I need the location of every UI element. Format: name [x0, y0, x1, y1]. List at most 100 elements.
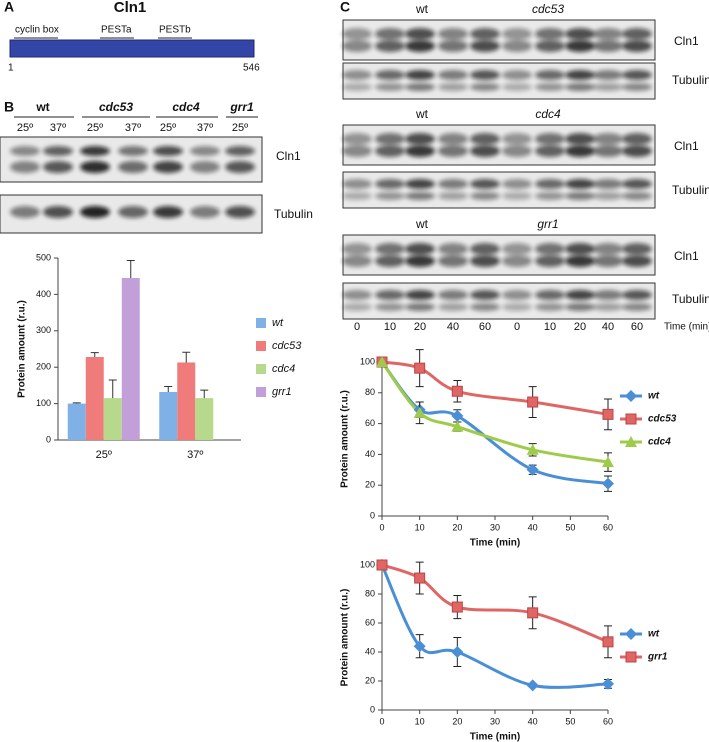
- blot-band: [622, 145, 652, 157]
- band-label: Cln1: [674, 34, 699, 48]
- blot-band: [535, 40, 565, 52]
- legend-swatch: [256, 318, 266, 328]
- bar: [121, 278, 140, 440]
- time-tick: 60: [631, 321, 643, 333]
- band-label: Cln1: [674, 139, 699, 153]
- error-bar: [126, 260, 135, 279]
- blot-background: [342, 62, 656, 100]
- blot-band: [470, 133, 500, 145]
- panel-label: B: [4, 99, 14, 115]
- blot-band: [502, 70, 532, 80]
- marker: [376, 559, 388, 571]
- blot-band: [502, 243, 532, 255]
- x-tick-label: 60: [603, 522, 613, 532]
- blot-band: [535, 83, 565, 91]
- blot-band: [470, 192, 500, 200]
- protein-bar: [9, 39, 255, 58]
- marker: [602, 636, 614, 648]
- marker: [526, 443, 539, 455]
- panel-label: A: [4, 0, 14, 15]
- legend-label: grr1: [647, 652, 668, 663]
- blot-background: [0, 136, 263, 183]
- strain-label: cdc53: [99, 100, 133, 114]
- residue-start: 1: [8, 63, 14, 74]
- y-tick-label: 0: [46, 434, 51, 444]
- blot-band: [190, 206, 220, 218]
- blot-band: [375, 290, 405, 300]
- blot-band: [593, 145, 623, 157]
- blot-band: [565, 290, 595, 300]
- time-tick: 10: [384, 321, 396, 333]
- y-tick-label: 100: [36, 398, 51, 408]
- blot-band: [502, 303, 532, 311]
- blot-band: [405, 40, 435, 52]
- blot-band: [342, 28, 372, 40]
- band-label: Tubulin: [672, 183, 709, 197]
- legend-label: wt: [648, 629, 660, 640]
- legend-marker: [625, 413, 637, 425]
- time-tick: 40: [602, 321, 614, 333]
- blot-band: [565, 83, 595, 91]
- legend-label: cdc4: [648, 437, 671, 448]
- blot-band: [535, 290, 565, 300]
- y-axis-label: Protein amount (r.u.): [17, 300, 28, 398]
- legend-label: wt: [272, 317, 284, 329]
- x-tick-label: 0: [379, 716, 384, 726]
- blot-band: [470, 145, 500, 157]
- blot-band: [405, 145, 435, 157]
- blot-background: [342, 234, 656, 276]
- blot-background: [342, 19, 656, 61]
- marker: [451, 420, 464, 432]
- blot-band: [622, 28, 652, 40]
- blot-band: [153, 146, 183, 156]
- temperature-label: 25º: [87, 122, 103, 134]
- blot-band: [43, 206, 73, 218]
- strain-label: cdc4: [535, 107, 561, 121]
- x-tick-label: 10: [415, 716, 425, 726]
- y-tick-label: 60: [365, 617, 375, 627]
- y-tick-label: 400: [36, 289, 51, 299]
- marker: [602, 477, 614, 490]
- strain-label: wt: [415, 217, 429, 231]
- strain-label: grr1: [537, 217, 558, 231]
- x-tick-label: 37º: [187, 449, 203, 461]
- blot-band: [342, 40, 372, 52]
- blot-band: [593, 40, 623, 52]
- blot-band: [565, 145, 595, 157]
- blot-band: [153, 206, 183, 218]
- marker: [527, 607, 539, 619]
- x-tick-label: 10: [415, 522, 425, 532]
- blot-band: [622, 243, 652, 255]
- blot-band: [342, 133, 372, 145]
- blot-band: [502, 40, 532, 52]
- blot-band: [502, 83, 532, 91]
- blot-band: [375, 70, 405, 80]
- marker: [414, 362, 426, 374]
- band-label: Tubulin: [274, 207, 313, 221]
- y-tick-label: 80: [365, 588, 375, 598]
- strain-label: wt: [415, 2, 429, 16]
- marker: [451, 646, 464, 658]
- blot-band: [342, 255, 372, 267]
- blot-background: [342, 171, 656, 209]
- blot-band: [622, 255, 652, 267]
- blot-band: [375, 40, 405, 52]
- y-tick-label: 40: [365, 449, 375, 459]
- temperature-label: 25º: [17, 122, 33, 134]
- blot-band: [622, 303, 652, 311]
- blot-band: [375, 179, 405, 189]
- blot-band: [502, 133, 532, 145]
- y-tick-label: 300: [36, 325, 51, 335]
- blot-band: [470, 40, 500, 52]
- x-tick-label: 0: [379, 522, 384, 532]
- residue-end: 546: [243, 63, 260, 74]
- protein-title: Cln1: [114, 0, 147, 16]
- x-tick-label: 40: [528, 716, 538, 726]
- y-tick-label: 0: [370, 704, 375, 714]
- series-line: [380, 361, 609, 486]
- y-tick-label: 20: [365, 675, 375, 685]
- blot-band: [535, 133, 565, 145]
- y-tick-label: 60: [365, 418, 375, 428]
- bar: [195, 398, 214, 440]
- blot-band: [470, 290, 500, 300]
